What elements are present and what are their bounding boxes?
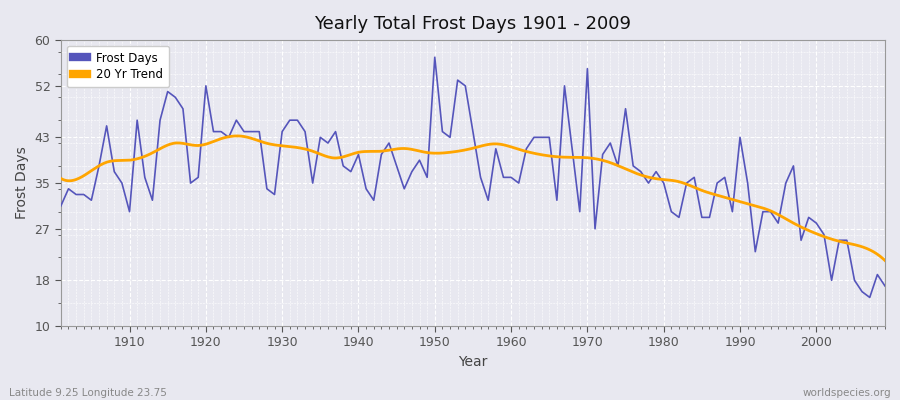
20 Yr Trend <box>547 154 558 159</box>
Line: 20 Yr Trend: 20 Yr Trend <box>61 136 885 260</box>
Frost Days <box>506 175 517 180</box>
20 Yr Trend <box>733 199 743 204</box>
Frost Days <box>330 129 341 134</box>
20 Yr Trend <box>861 246 872 251</box>
Line: Frost Days: Frost Days <box>61 57 885 298</box>
Legend: Frost Days, 20 Yr Trend: Frost Days, 20 Yr Trend <box>67 46 169 87</box>
Frost Days <box>284 118 295 122</box>
Frost Days <box>429 55 440 60</box>
Frost Days <box>116 181 127 186</box>
Y-axis label: Frost Days: Frost Days <box>15 147 29 220</box>
20 Yr Trend <box>879 258 890 263</box>
Text: worldspecies.org: worldspecies.org <box>803 388 891 398</box>
Frost Days <box>864 295 875 300</box>
Text: Latitude 9.25 Longitude 23.75: Latitude 9.25 Longitude 23.75 <box>9 388 166 398</box>
Frost Days <box>879 284 890 288</box>
20 Yr Trend <box>503 144 514 148</box>
Title: Yearly Total Frost Days 1901 - 2009: Yearly Total Frost Days 1901 - 2009 <box>314 15 632 33</box>
20 Yr Trend <box>56 176 67 181</box>
X-axis label: Year: Year <box>458 355 488 369</box>
Frost Days <box>56 204 67 208</box>
Frost Days <box>605 141 616 146</box>
Frost Days <box>513 181 524 186</box>
20 Yr Trend <box>232 134 243 138</box>
20 Yr Trend <box>454 149 464 154</box>
20 Yr Trend <box>448 150 459 154</box>
